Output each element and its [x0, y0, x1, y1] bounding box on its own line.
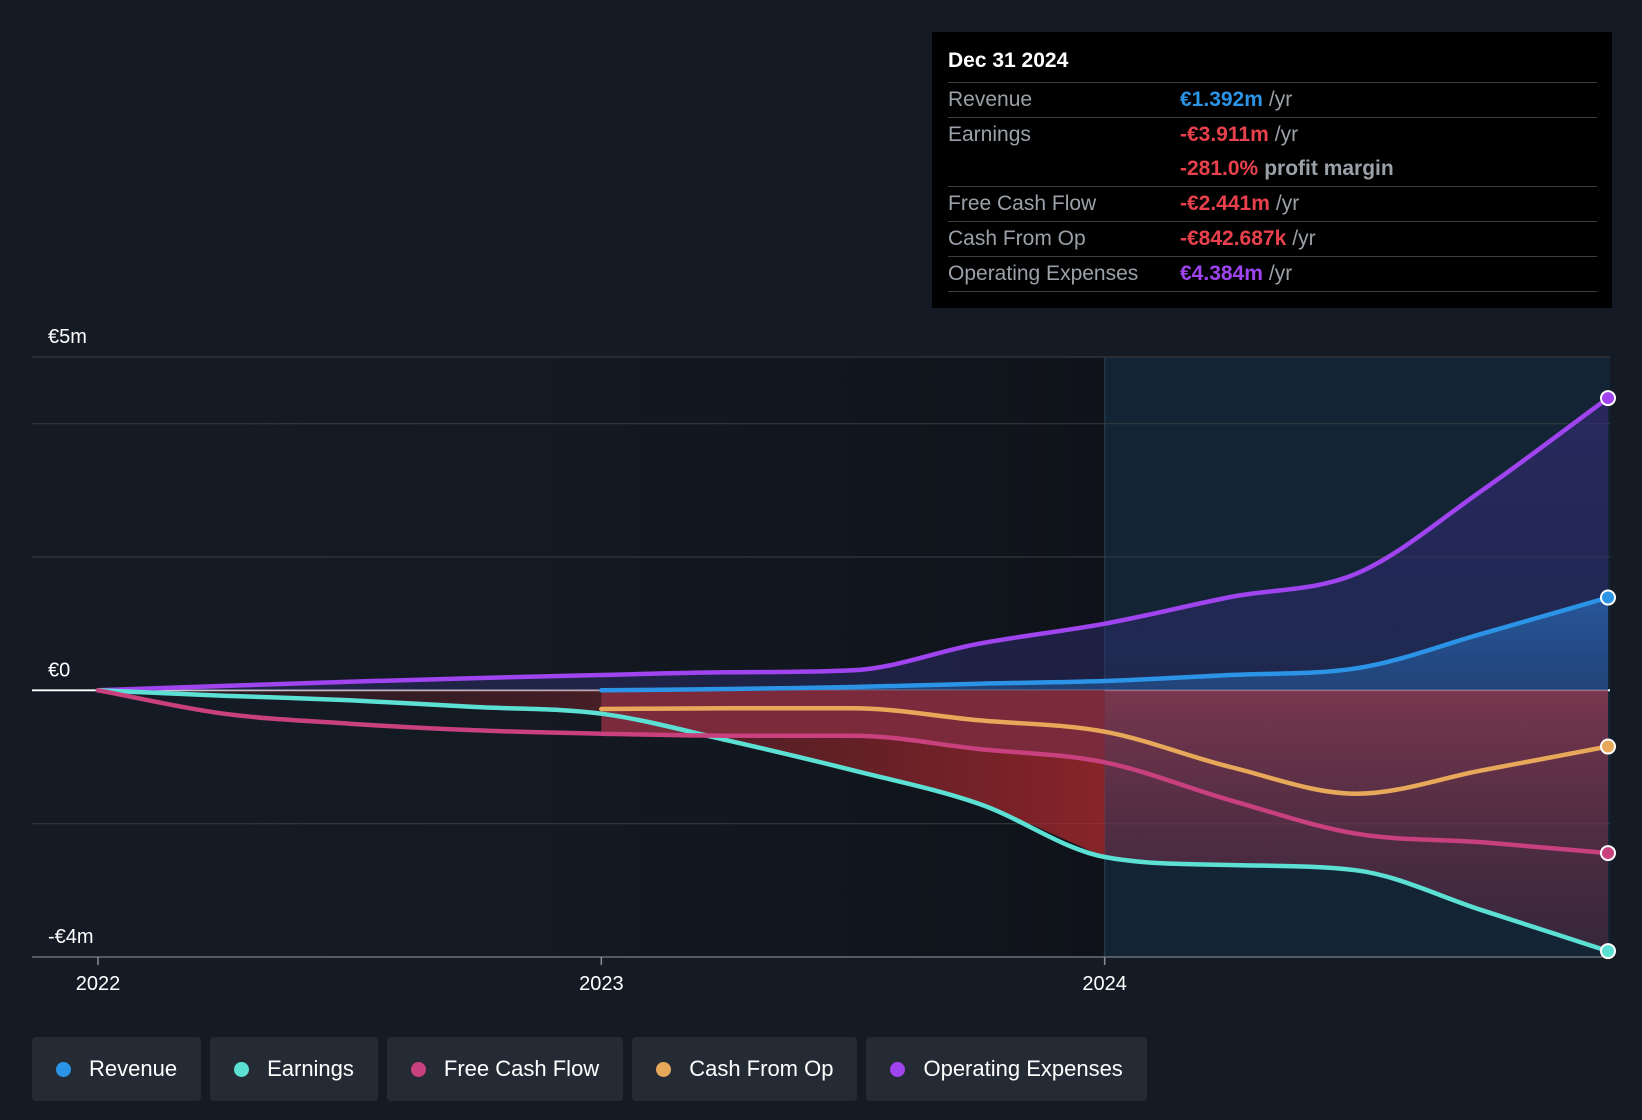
earnings-line	[95, 688, 1611, 954]
tooltip-row-value: -€2.441m	[1180, 192, 1270, 215]
revenue-end-point	[1600, 589, 1616, 606]
tooltip-panel: Dec 31 2024 Revenue €1.392m/yr Earnings -€3…	[932, 32, 1612, 308]
tooltip-date: Dec 31 2024	[948, 46, 1597, 83]
legend-label: Cash From Op	[689, 1056, 834, 1081]
legend-item-free-cash-flow[interactable]: Free Cash Flow	[386, 1037, 624, 1101]
tooltip-row-unit: /yr	[1268, 88, 1293, 111]
tooltip-row: Free Cash Flow -€2.441m/yr	[948, 187, 1597, 222]
y-tick-label: €0	[48, 659, 70, 681]
x-tick-label: 2022	[76, 973, 121, 995]
legend: Revenue Earnings Free Cash Flow Cash From O…	[32, 1037, 1156, 1101]
earnings-area-forecast	[1104, 690, 1608, 952]
tooltip-row-unit: /yr	[1268, 262, 1293, 285]
legend-label: Operating Expenses	[923, 1056, 1123, 1081]
legend-dot-icon	[890, 1061, 906, 1077]
tooltip-row-value: €4.384m	[1180, 262, 1263, 285]
x-tick-label: 2023	[579, 973, 624, 995]
y-tick-label: -€4m	[48, 926, 94, 948]
legend-item-cash-from-op[interactable]: Cash From Op	[632, 1037, 858, 1101]
tooltip-row-value: -€3.911m	[1180, 123, 1269, 146]
earnings-end-point	[1600, 943, 1616, 960]
y-tick-label: €5m	[48, 326, 87, 348]
operating-expenses-line	[95, 395, 1611, 693]
tooltip-row-label: Cash From Op	[948, 227, 1086, 250]
tooltip-row-value: -€842.687k	[1180, 227, 1287, 250]
legend-dot-icon	[234, 1061, 250, 1077]
tooltip-row: Earnings -€3.911m/yr	[948, 118, 1597, 152]
tooltip-row-label: Free Cash Flow	[948, 192, 1097, 215]
tooltip-row-value: €1.392m	[1180, 88, 1263, 111]
legend-item-earnings[interactable]: Earnings	[210, 1037, 378, 1101]
tooltip-row: Operating Expenses €4.384m/yr	[948, 257, 1597, 292]
operating-expenses-end-point	[1600, 390, 1616, 407]
tooltip-row: Cash From Op -€842.687k/yr	[948, 222, 1597, 257]
tooltip-row-label	[948, 152, 1180, 186]
legend-dot-icon	[56, 1061, 71, 1077]
legend-item-operating-expenses[interactable]: Operating Expenses	[866, 1037, 1147, 1101]
operating-expenses-area	[98, 398, 1608, 691]
cash-from-op-line	[599, 706, 1611, 796]
tooltip-row-unit: profit margin	[1264, 157, 1394, 180]
cash-from-op-end-point	[1600, 738, 1616, 755]
tooltip-row-unit: /yr	[1292, 227, 1316, 250]
legend-dot-icon	[656, 1061, 672, 1077]
tooltip-row: -281.0% profit margin	[948, 152, 1597, 187]
legend-label: Revenue	[89, 1056, 178, 1081]
free-cash-flow-line	[95, 688, 1611, 856]
tooltip-row-label: Operating Expenses	[948, 262, 1139, 285]
revenue-area	[601, 597, 1608, 691]
x-tick-label: 2024	[1082, 973, 1127, 995]
legend-label: Earnings	[267, 1056, 354, 1081]
legend-label: Free Cash Flow	[443, 1056, 600, 1081]
legend-item-revenue[interactable]: Revenue	[32, 1037, 202, 1101]
tooltip-row-label: Earnings	[948, 123, 1031, 146]
tooltip-row-unit: /yr	[1275, 192, 1300, 215]
tooltip-row-value: -281.0%	[1180, 157, 1259, 180]
tooltip-row-label: Revenue	[948, 88, 1033, 111]
free-cash-flow-end-point	[1600, 845, 1616, 862]
revenue-line	[599, 595, 1611, 693]
tooltip-row-unit: /yr	[1274, 123, 1299, 146]
legend-dot-icon	[410, 1061, 426, 1077]
tooltip-row: Revenue €1.392m/yr	[948, 83, 1597, 118]
